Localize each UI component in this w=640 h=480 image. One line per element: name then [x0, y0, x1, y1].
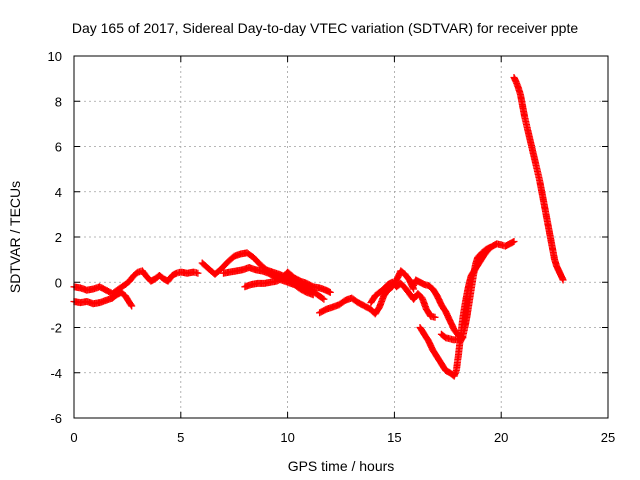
chart-title: Day 165 of 2017, Sidereal Day-to-day VTE… [72, 20, 579, 36]
data-point [487, 243, 494, 251]
x-tick-label: 0 [70, 430, 77, 445]
data-point [127, 301, 135, 309]
y-tick-label: -4 [50, 366, 62, 381]
data-point [431, 313, 439, 321]
series-pass-5 [241, 268, 334, 296]
data-point [319, 294, 327, 302]
x-tick-label: 25 [601, 430, 615, 445]
axis-ticks: 0 5 10 15 20 25 -6 -4 -2 0 2 4 6 8 10 [48, 49, 616, 445]
y-tick-label: 0 [55, 275, 62, 290]
y-tick-label: 8 [55, 94, 62, 109]
data-point [194, 269, 202, 277]
x-tick-label: 10 [280, 430, 294, 445]
data-point [309, 291, 317, 299]
x-tick-label: 5 [177, 430, 184, 445]
y-tick-label: 2 [55, 230, 62, 245]
y-axis-label: SDTVAR / TECUs [7, 181, 23, 293]
data-point [128, 302, 136, 310]
y-tick-label: 4 [55, 185, 62, 200]
x-axis-label: GPS time / hours [288, 458, 395, 474]
y-tick-label: 6 [55, 140, 62, 155]
x-tick-label: 15 [387, 430, 401, 445]
data-points [70, 74, 567, 380]
data-point [559, 276, 567, 284]
y-tick-label: 10 [48, 49, 62, 64]
series-pass-2 [70, 288, 136, 310]
y-tick-label: -2 [50, 321, 62, 336]
x-tick-label: 20 [494, 430, 508, 445]
series-pass-11 [510, 74, 567, 284]
data-point [326, 288, 334, 296]
data-point [510, 238, 518, 245]
y-tick-label: -6 [50, 411, 62, 426]
series-pass-7 [367, 278, 439, 321]
series-pass-8 [410, 276, 467, 342]
series-pass-10 [437, 243, 494, 345]
data-point [320, 295, 328, 303]
plot-frame [73, 55, 609, 419]
